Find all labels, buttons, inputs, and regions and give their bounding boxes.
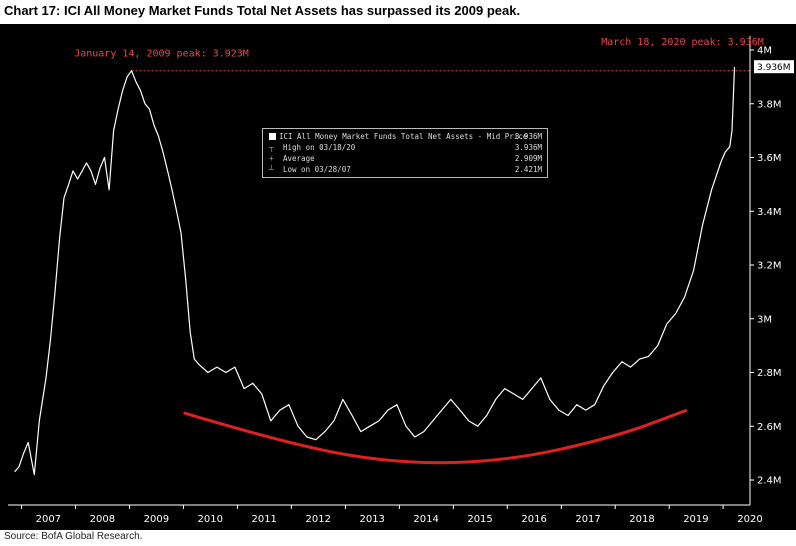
legend-label: ICI All Money Market Funds Total Net Ass… (279, 132, 528, 141)
y-tick-label: 2.4M (757, 476, 782, 487)
x-tick-label: 2007 (36, 514, 61, 525)
y-tick-label: 2.8M (757, 368, 782, 379)
x-tick-label: 2009 (144, 514, 169, 525)
source-note: Source: BofA Global Research. (4, 531, 143, 542)
y-tick-label: 3.4M (757, 207, 782, 218)
series-line (14, 67, 736, 476)
y-tick-label: 3M (757, 314, 772, 325)
x-axis-ticks: 2007 2008 2009 2010 2011 2012 2013 2014 2015 2016… (21, 505, 763, 525)
x-tick-label: 2014 (413, 514, 438, 525)
legend-row-average: + Average 2.909M (269, 154, 542, 164)
y-tick-label: 2.6M (757, 422, 782, 433)
chart-title: Chart 17: ICI All Money Market Funds Tot… (4, 3, 521, 18)
y-tick-label: 3.2M (757, 261, 782, 272)
x-tick-label: 2012 (306, 514, 331, 525)
legend-average-icon: + (269, 154, 274, 163)
x-tick-label: 2015 (467, 514, 492, 525)
y-axis-ticks: 4M 3.8M 3.6M 3.4M 3.2M 3M 2.8M 2.6M 2.4M (750, 46, 782, 487)
legend-value: 3.936M (514, 132, 542, 141)
title-bar: Chart 17: ICI All Money Market Funds Tot… (0, 0, 796, 24)
legend-value: 2.909M (514, 154, 542, 163)
legend-label: Average (283, 154, 315, 163)
x-tick-label: 2019 (683, 514, 708, 525)
x-tick-label: 2016 (521, 514, 546, 525)
legend-row-low: ┴ Low on 03/28/07 2.421M (269, 165, 542, 175)
x-tick-label: 2011 (251, 514, 276, 525)
legend-row-series: ICI All Money Market Funds Total Net Ass… (269, 132, 542, 142)
x-tick-label: 2013 (359, 514, 384, 525)
legend-value: 2.421M (514, 165, 542, 174)
y-tick-label: 3.6M (757, 153, 782, 164)
legend: ICI All Money Market Funds Total Net Ass… (262, 128, 548, 178)
footer-bar: Source: BofA Global Research. (0, 530, 796, 546)
x-tick-label: 2010 (198, 514, 223, 525)
chart-background (0, 24, 796, 530)
last-value-box (754, 60, 794, 74)
legend-swatch (269, 133, 276, 140)
last-value-label: 3.936M (757, 63, 791, 73)
trend-curve (183, 408, 688, 465)
last-value-marker: 3.936M (754, 60, 794, 74)
x-tick-label: 2020 (737, 514, 762, 525)
x-tick-label: 2017 (575, 514, 600, 525)
legend-value: 3.936M (514, 143, 542, 152)
y-tick-label: 4M (757, 46, 772, 57)
annotation-2009-peak: January 14, 2009 peak: 3.923M (74, 49, 249, 60)
legend-high-icon: ┬ (269, 143, 274, 152)
y-tick-label: 3.8M (757, 99, 782, 110)
x-tick-label: 2008 (90, 514, 115, 525)
x-tick-label: 2018 (629, 514, 654, 525)
legend-low-icon: ┴ (269, 165, 274, 174)
legend-label: High on 03/18/20 (283, 143, 356, 152)
legend-row-high: ┬ High on 03/18/20 3.936M (269, 143, 542, 153)
annotation-2020-peak: March 18, 2020 peak: 3.936M (601, 37, 764, 48)
legend-label: Low on 03/28/07 (283, 165, 351, 174)
